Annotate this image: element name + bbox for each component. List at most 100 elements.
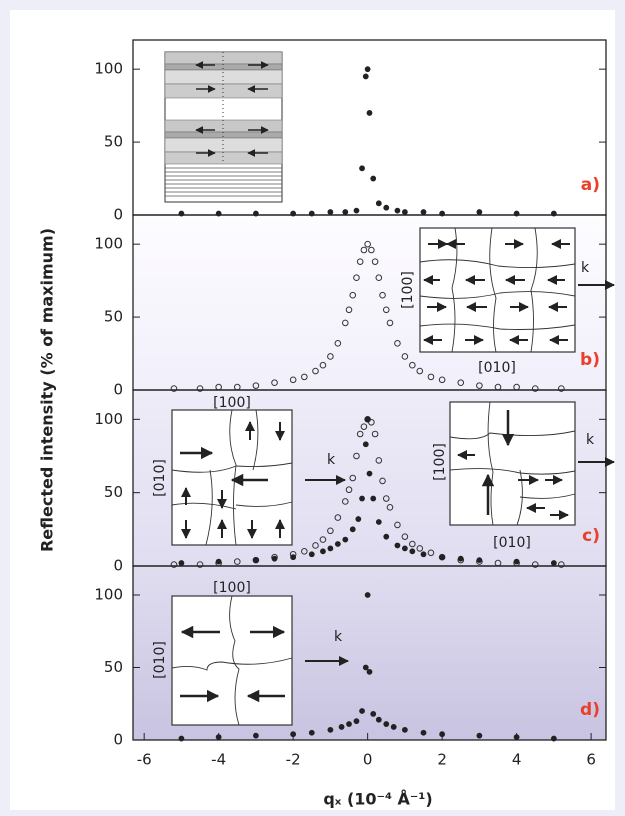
inset-label: [010] <box>152 641 168 679</box>
data-point <box>359 165 365 172</box>
data-point <box>353 452 360 460</box>
data-point <box>409 540 416 548</box>
data-point <box>366 110 373 116</box>
data-point <box>353 274 360 282</box>
data-point <box>375 716 382 723</box>
inset-box <box>419 227 576 353</box>
data-point <box>370 711 377 717</box>
data-point <box>364 592 371 598</box>
panel-label: b) <box>580 350 600 370</box>
domain-wall <box>530 227 538 353</box>
inset-label: [010] <box>152 459 168 497</box>
inset-label: k <box>327 452 336 468</box>
y-tick-label: 100 <box>94 60 123 78</box>
data-point <box>375 457 383 464</box>
data-point <box>375 200 382 207</box>
domain-wall <box>235 501 293 507</box>
inset-label: [100] <box>432 443 448 481</box>
data-point <box>334 340 342 347</box>
domain-wall <box>516 469 523 526</box>
domain-wall <box>449 430 576 440</box>
domain-wall <box>171 462 293 473</box>
data-point <box>550 560 557 566</box>
data-point <box>371 430 379 438</box>
data-point <box>320 548 326 555</box>
data-point <box>349 291 357 299</box>
x-axis-label: qₓ (10⁻⁴ Å⁻¹) <box>323 790 432 809</box>
domain-wall <box>519 493 576 499</box>
data-point <box>457 379 465 387</box>
x-tick-label: -4 <box>211 751 226 769</box>
data-point <box>364 240 371 248</box>
data-point <box>550 735 557 742</box>
data-point <box>362 441 369 448</box>
data-point <box>342 536 349 543</box>
data-point <box>368 418 375 426</box>
data-point <box>215 734 222 740</box>
y-tick-label: 0 <box>113 206 123 224</box>
data-point <box>409 361 416 369</box>
data-point <box>416 545 424 552</box>
panel-label: c) <box>582 526 600 546</box>
domain-wall <box>419 323 576 330</box>
panel-label: d) <box>580 700 600 720</box>
layer <box>164 51 283 65</box>
x-tick-label: 6 <box>586 751 596 769</box>
inset-label: [100] <box>213 580 251 596</box>
domain-wall <box>205 469 213 546</box>
domain-wall <box>419 291 576 299</box>
y-tick-label: 50 <box>104 308 123 326</box>
y-tick-label: 100 <box>94 586 123 604</box>
y-tick-label: 100 <box>94 410 123 428</box>
domain-wall <box>229 595 240 726</box>
inset-label: k <box>586 432 595 448</box>
inset-box <box>449 401 576 526</box>
data-point <box>353 718 360 725</box>
domain-wall <box>171 657 293 671</box>
data-point <box>319 536 327 543</box>
data-point <box>338 724 345 730</box>
inset-label: [100] <box>400 271 416 309</box>
data-point <box>359 708 365 714</box>
data-point <box>379 477 386 485</box>
inset-label: k <box>581 260 590 276</box>
data-point <box>476 557 483 564</box>
data-point <box>558 385 565 392</box>
inset-label: k <box>334 629 343 645</box>
x-tick-label: 2 <box>437 751 447 769</box>
data-point <box>353 207 360 214</box>
data-point <box>476 209 483 215</box>
data-point <box>416 367 424 375</box>
data-point <box>308 729 315 736</box>
data-point <box>327 726 334 733</box>
data-point <box>531 385 539 392</box>
data-point <box>362 664 369 671</box>
data-point <box>420 209 427 215</box>
data-point <box>301 548 308 555</box>
data-point <box>476 382 483 389</box>
data-point <box>327 545 334 552</box>
data-point <box>386 504 394 511</box>
data-point <box>327 209 334 215</box>
data-point <box>383 721 390 727</box>
domain-wall <box>489 227 497 353</box>
inset-label: [100] <box>213 395 251 411</box>
data-point <box>420 729 427 736</box>
data-point <box>271 555 278 562</box>
data-point <box>349 526 356 533</box>
data-point <box>170 561 178 568</box>
panel-frame <box>132 565 607 741</box>
data-point <box>334 541 341 547</box>
data-point <box>476 732 483 739</box>
data-point <box>341 319 349 327</box>
data-point <box>383 204 390 211</box>
data-point <box>290 731 297 738</box>
data-point <box>290 554 297 561</box>
data-point <box>312 542 319 549</box>
data-point <box>420 551 427 558</box>
layer <box>164 83 283 99</box>
data-point <box>366 668 373 675</box>
data-point <box>368 246 375 254</box>
data-point <box>334 514 342 521</box>
data-point <box>301 373 308 381</box>
